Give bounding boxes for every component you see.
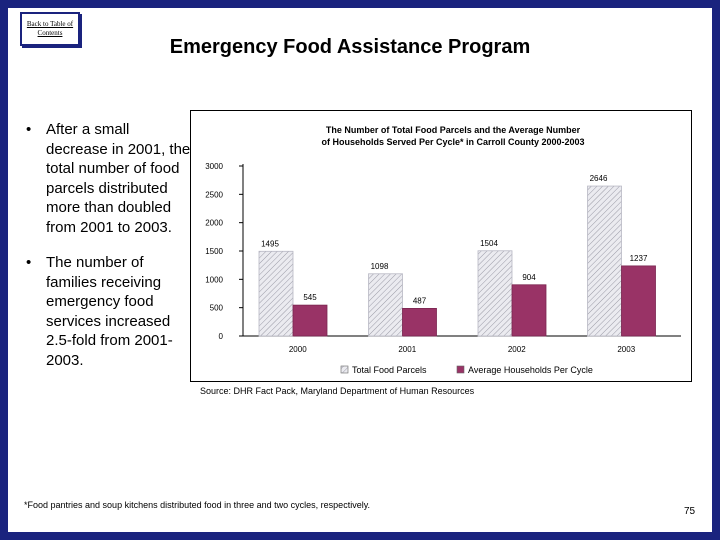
back-to-contents-link[interactable]: Back to Table of Contents bbox=[20, 12, 80, 46]
bar-chart: The Number of Total Food Parcels and the… bbox=[205, 125, 681, 375]
x-tick-label: 2002 bbox=[508, 345, 526, 354]
bar-average-households bbox=[292, 304, 328, 337]
bar-average-households bbox=[621, 265, 656, 337]
x-tick-label: 2001 bbox=[398, 345, 416, 354]
x-tick-label: 2000 bbox=[289, 345, 307, 354]
legend-label: Total Food Parcels bbox=[352, 365, 427, 375]
x-tick-label: 2003 bbox=[617, 345, 635, 354]
bullet-item: • After a small decrease in 2001, the to… bbox=[18, 120, 193, 237]
data-label: 904 bbox=[522, 273, 536, 282]
y-tick-label: 3000 bbox=[205, 162, 223, 171]
data-label: 545 bbox=[303, 293, 317, 302]
legend-swatch-total-food-parcels bbox=[340, 365, 349, 374]
bar-total-food-parcels bbox=[587, 185, 622, 337]
bullet-icon: • bbox=[26, 121, 32, 138]
bullet-item: • The number of families receiving emerg… bbox=[18, 253, 193, 370]
data-label: 2646 bbox=[590, 174, 608, 183]
source-note: Source: DHR Fact Pack, Maryland Departme… bbox=[200, 386, 475, 396]
data-label: 1098 bbox=[371, 262, 389, 271]
data-label: 1237 bbox=[630, 254, 648, 263]
chart-container: The Number of Total Food Parcels and the… bbox=[190, 110, 692, 382]
y-tick-label: 500 bbox=[210, 304, 224, 313]
data-label: 1495 bbox=[261, 239, 279, 248]
bar-total-food-parcels bbox=[477, 250, 513, 337]
bar-average-households bbox=[402, 308, 437, 337]
chart-title-line: of Households Served Per Cycle* in Carro… bbox=[321, 137, 584, 147]
bar-total-food-parcels bbox=[368, 273, 403, 337]
y-tick-label: 2500 bbox=[205, 190, 223, 199]
bullet-icon: • bbox=[26, 254, 32, 271]
bullet-text: After a small decrease in 2001, the tota… bbox=[46, 121, 191, 236]
y-tick-label: 1000 bbox=[205, 275, 223, 284]
data-label: 1504 bbox=[480, 239, 498, 248]
legend-swatch-average-households bbox=[456, 365, 465, 374]
footnote: *Food pantries and soup kitchens distrib… bbox=[24, 500, 371, 510]
bar-average-households bbox=[511, 284, 547, 337]
bar-total-food-parcels bbox=[258, 250, 294, 337]
y-tick-label: 1500 bbox=[205, 247, 223, 256]
y-tick-label: 0 bbox=[219, 332, 224, 341]
page-title: Emergency Food Assistance Program bbox=[169, 36, 531, 58]
bullet-list: • After a small decrease in 2001, the to… bbox=[18, 120, 193, 386]
chart-title-line: The Number of Total Food Parcels and the… bbox=[326, 125, 581, 135]
bullet-text: The number of families receiving emergen… bbox=[46, 254, 173, 369]
legend-label: Average Households Per Cycle bbox=[468, 365, 593, 375]
data-label: 487 bbox=[413, 296, 427, 305]
page-number: 75 bbox=[684, 506, 696, 517]
y-tick-label: 2000 bbox=[205, 219, 223, 228]
